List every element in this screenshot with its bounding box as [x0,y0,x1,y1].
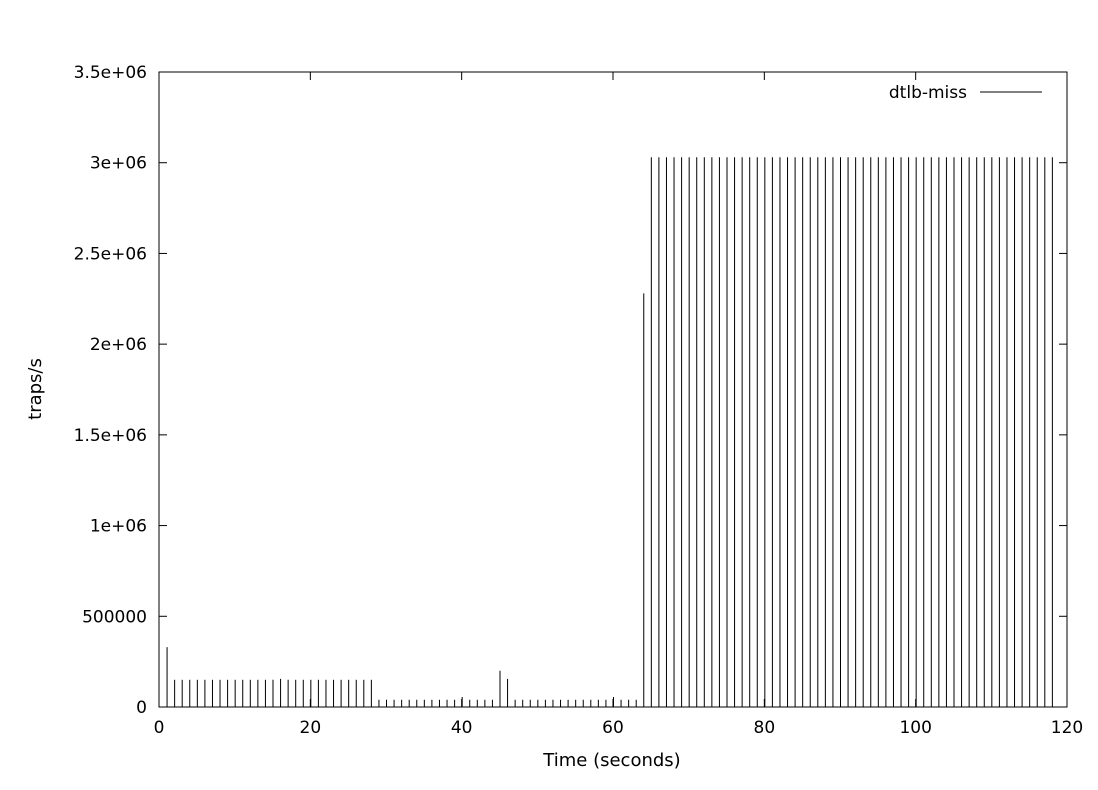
y-tick-label: 3.5e+06 [74,63,147,83]
x-tick-label: 120 [1051,718,1083,738]
x-tick-label: 80 [754,718,776,738]
series-dtlb-miss [166,157,1053,707]
x-tick-label: 20 [300,718,322,738]
y-axis-ticks: 0 500000 1e+06 1.5e+06 2e+06 2.5e+06 3e+06 3.5e… [74,63,1067,718]
x-tick-label: 40 [451,718,473,738]
y-tick-label: 1.5e+06 [74,426,147,446]
x-axis-title: Time (seconds) [542,750,680,771]
y-tick-label: 1e+06 [90,517,147,537]
x-tick-label: 60 [602,718,624,738]
y-tick-label: 0 [136,698,147,718]
x-tick-label: 0 [154,718,165,738]
y-tick-label: 2e+06 [90,335,147,355]
y-tick-label: 3e+06 [90,154,147,174]
legend-label: dtlb-miss [889,83,967,103]
y-tick-label: 500000 [82,607,147,627]
x-tick-label: 100 [899,718,931,738]
y-axis-title: traps/s [25,358,46,420]
legend: dtlb-miss [889,83,1042,103]
x-axis-ticks: 0 20 40 60 80 100 120 [154,72,1083,738]
y-tick-label: 2.5e+06 [74,244,147,264]
